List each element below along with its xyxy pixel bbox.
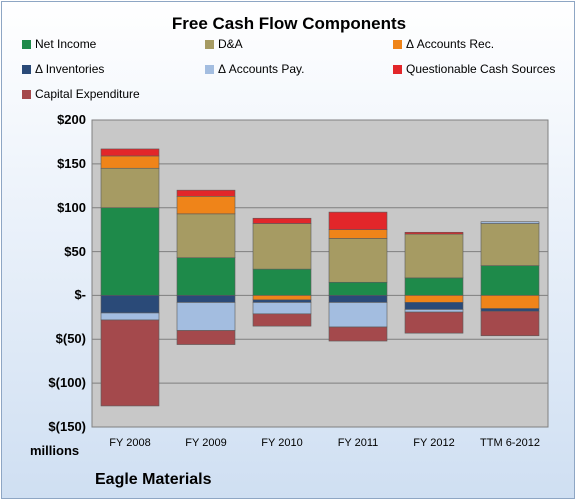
y-tick-label: $50 — [64, 243, 86, 259]
bar-segment — [480, 295, 540, 309]
bar-segment — [328, 281, 388, 296]
legend-swatch — [22, 65, 31, 74]
unit-label: millions — [30, 443, 80, 458]
bar-segment — [100, 148, 160, 157]
chart-title: Free Cash Flow Components — [171, 14, 407, 33]
bar-segment — [328, 211, 388, 230]
legend-label: Questionable Cash Sources — [406, 62, 556, 76]
bar-segment — [328, 326, 388, 342]
bar-segment — [480, 223, 540, 266]
x-tick-label: FY 2010 — [261, 437, 303, 449]
legend-swatch — [393, 65, 402, 74]
x-tick-label: FY 2008 — [109, 437, 151, 449]
legend-item: Δ Accounts Rec. — [393, 37, 494, 51]
bar-segment — [404, 311, 464, 334]
y-tick-label: $100 — [57, 199, 86, 215]
bar-segment — [252, 223, 312, 270]
x-tick-label: FY 2009 — [185, 437, 227, 449]
legend-item: D&A — [205, 37, 243, 51]
bar-segment — [176, 330, 236, 345]
bar-segment — [176, 257, 236, 296]
legend-item: Capital Expenditure — [22, 87, 140, 101]
bar-segment — [100, 207, 160, 296]
bar-segment — [176, 213, 236, 259]
bar-segment — [100, 167, 160, 209]
company-name: Eagle Materials — [95, 471, 212, 488]
bar-segment — [252, 295, 312, 301]
bar-segment — [252, 268, 312, 296]
bar-segment — [252, 313, 312, 327]
bar-segment — [252, 217, 312, 224]
legend-label: D&A — [218, 37, 243, 51]
bar-segment — [404, 233, 464, 279]
x-tick-label: FY 2011 — [337, 437, 379, 449]
bar-segment — [404, 309, 464, 313]
bar-segment — [100, 295, 160, 314]
bar-segment — [176, 196, 236, 215]
bar-segment — [328, 295, 388, 303]
legend-label: Δ Accounts Pay. — [218, 62, 305, 76]
bar-segment — [328, 238, 388, 283]
legend-swatch — [205, 65, 214, 74]
bar-segment — [404, 231, 464, 235]
bar-segment — [328, 302, 388, 328]
legend-item: Δ Inventories — [22, 62, 104, 76]
legend-item: Questionable Cash Sources — [393, 62, 555, 76]
bar-segment — [176, 189, 236, 197]
bar-segment — [252, 299, 312, 303]
bar-segment — [480, 308, 540, 312]
bar-segment — [404, 295, 464, 303]
bar-segment — [404, 277, 464, 296]
legend-item: Net Income — [22, 37, 96, 51]
y-tick-label: $200 — [57, 112, 86, 127]
bar-segment — [480, 221, 540, 224]
legend-label: Capital Expenditure — [35, 87, 140, 101]
legend-label: Net Income — [35, 37, 97, 51]
legend-swatch — [22, 90, 31, 99]
legend-item: Δ Accounts Pay. — [205, 62, 305, 76]
y-tick-label: $(100) — [48, 375, 86, 391]
bar-segment — [480, 310, 540, 337]
bar-segment — [480, 265, 540, 296]
bar-segment — [100, 155, 160, 169]
bar-segment — [100, 312, 160, 321]
legend-swatch — [22, 40, 31, 49]
y-tick-label: $150 — [57, 155, 86, 171]
bar-segment — [404, 302, 464, 310]
x-tick-label: FY 2012 — [413, 437, 455, 449]
bar-segment — [176, 295, 236, 303]
bar-segment — [252, 302, 312, 315]
y-tick-label: $(150) — [48, 419, 86, 434]
bar-segment — [328, 229, 388, 239]
bar-segment — [176, 302, 236, 331]
x-tick-label: TTM 6-2012 — [480, 437, 540, 449]
legend-label: Δ Inventories — [35, 62, 105, 76]
y-tick-label: $- — [74, 287, 86, 303]
legend-label: Δ Accounts Rec. — [406, 37, 495, 51]
y-tick-label: $(50) — [55, 331, 86, 347]
legend-swatch — [205, 40, 214, 49]
bar-segment — [100, 319, 160, 407]
legend-swatch — [393, 40, 402, 49]
plot-background — [91, 119, 549, 428]
